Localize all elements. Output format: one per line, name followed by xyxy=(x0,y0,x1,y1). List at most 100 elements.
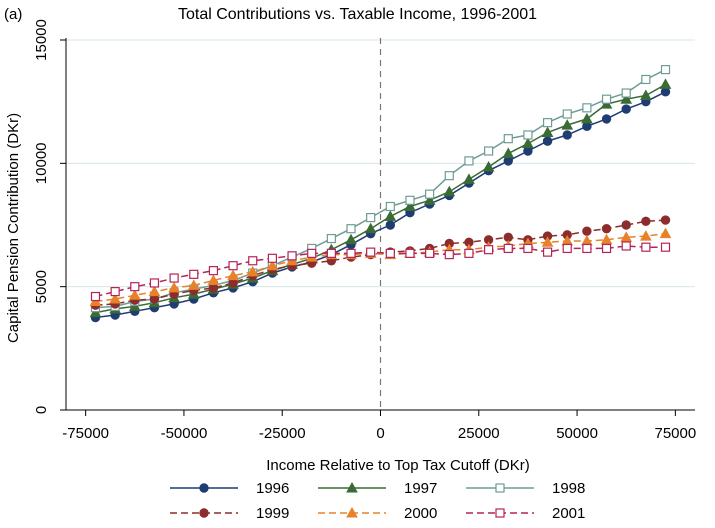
data-point-1998 xyxy=(444,171,454,181)
data-point-2000 xyxy=(600,233,613,245)
data-point-1996 xyxy=(385,220,396,230)
data-point-1997 xyxy=(364,222,377,234)
legend-label: 2001 xyxy=(552,505,585,522)
legend-item-1997: 1997 xyxy=(318,480,437,497)
data-point-2000 xyxy=(659,227,672,239)
data-point-2000 xyxy=(541,236,554,247)
data-point-2001 xyxy=(425,248,435,258)
data-point-2001 xyxy=(307,248,317,258)
data-point-2001 xyxy=(208,266,219,276)
data-point-1999 xyxy=(660,215,671,225)
legend: 1996 1997 1998 1999 2000 2001 xyxy=(170,480,585,522)
data-point-2001 xyxy=(542,247,553,257)
data-point-1997 xyxy=(581,112,593,124)
x-tick-label: -25000 xyxy=(259,425,306,442)
data-point-2001 xyxy=(385,248,395,258)
x-axis-title: Income Relative to Top Tax Cutoff (DKr) xyxy=(266,457,529,474)
series-line-2000 xyxy=(95,232,666,303)
data-point-2001 xyxy=(641,242,651,252)
data-point-2001 xyxy=(189,269,199,279)
data-point-2001 xyxy=(90,291,101,302)
data-point-2001 xyxy=(601,243,612,254)
data-point-1999 xyxy=(582,226,592,236)
data-point-2001 xyxy=(582,243,592,254)
data-point-1998 xyxy=(366,213,376,223)
y-tick-label: 10000 xyxy=(33,142,50,184)
series-layer xyxy=(89,64,672,323)
x-tick-label: 25000 xyxy=(458,425,500,442)
x-tick-label: -50000 xyxy=(161,425,208,442)
data-point-2001 xyxy=(562,243,572,254)
data-point-1998 xyxy=(562,109,572,119)
data-point-1998 xyxy=(326,233,336,244)
data-point-1996 xyxy=(562,130,572,140)
x-tick-label: 75000 xyxy=(654,425,696,442)
data-point-1998 xyxy=(523,130,533,140)
x-tick-label: -75000 xyxy=(62,425,109,442)
data-point-1997 xyxy=(541,126,554,137)
series-line-2001 xyxy=(95,245,666,298)
data-point-1999 xyxy=(621,220,631,230)
data-point-2001 xyxy=(149,278,160,288)
legend-swatch-marker xyxy=(495,483,505,493)
data-point-2000 xyxy=(109,292,121,304)
data-point-2000 xyxy=(246,265,259,277)
data-point-1997 xyxy=(404,200,416,211)
x-tick-label: 50000 xyxy=(556,425,598,442)
y-tick-label: 5000 xyxy=(33,270,50,303)
data-point-1998 xyxy=(405,195,415,205)
data-point-2000 xyxy=(148,285,161,297)
data-point-1997 xyxy=(443,185,456,197)
legend-label: 1999 xyxy=(256,505,289,522)
data-point-2001 xyxy=(228,261,238,271)
data-point-2001 xyxy=(484,245,494,255)
legend-label: 1996 xyxy=(256,480,289,497)
data-point-1998 xyxy=(641,74,651,85)
legend-swatch-marker xyxy=(346,481,358,493)
data-point-1999 xyxy=(641,216,651,227)
data-point-1998 xyxy=(582,103,592,113)
data-point-1997 xyxy=(423,194,436,205)
data-point-2001 xyxy=(346,248,356,258)
data-point-1998 xyxy=(425,189,435,199)
data-point-1998 xyxy=(660,64,671,75)
legend-label: 1998 xyxy=(552,480,585,497)
x-tick-label: 0 xyxy=(376,425,384,442)
data-point-1998 xyxy=(346,224,356,234)
data-point-1998 xyxy=(385,201,395,212)
data-point-1997 xyxy=(640,89,652,100)
data-point-1998 xyxy=(503,134,513,144)
data-point-1997 xyxy=(345,233,357,245)
legend-label: 2000 xyxy=(404,505,437,522)
data-point-2001 xyxy=(464,248,474,258)
legend-swatch-marker xyxy=(495,508,505,518)
data-point-1997 xyxy=(522,137,534,149)
data-point-2001 xyxy=(444,250,454,260)
data-point-2001 xyxy=(130,282,140,292)
data-point-2001 xyxy=(660,242,671,252)
data-point-2000 xyxy=(207,274,220,285)
data-point-2000 xyxy=(187,279,200,290)
panel-label: (a) xyxy=(4,6,23,23)
legend-item-2000: 2000 xyxy=(318,505,437,522)
legend-item-2001: 2001 xyxy=(466,505,585,522)
data-point-2001 xyxy=(110,287,120,297)
legend-item-1998: 1998 xyxy=(466,480,585,497)
data-point-1998 xyxy=(601,94,612,104)
data-point-1998 xyxy=(464,156,474,166)
data-point-1998 xyxy=(484,146,494,156)
data-point-2000 xyxy=(227,269,239,281)
data-point-2001 xyxy=(503,243,513,254)
data-point-1996 xyxy=(601,114,612,124)
data-point-1997 xyxy=(561,119,574,130)
data-point-1997 xyxy=(384,210,397,221)
legend-swatch-marker xyxy=(199,508,209,518)
data-point-2000 xyxy=(128,289,141,300)
axes: 0 5000 10000 15000 -75000 -50000 -25000 0 25000 5… xyxy=(33,19,696,442)
data-point-2001 xyxy=(366,247,376,257)
chart-title: Total Contributions vs. Taxable Income, … xyxy=(177,6,538,23)
legend-swatch-marker xyxy=(346,506,358,518)
data-point-2001 xyxy=(621,241,631,251)
data-point-2001 xyxy=(248,256,258,266)
